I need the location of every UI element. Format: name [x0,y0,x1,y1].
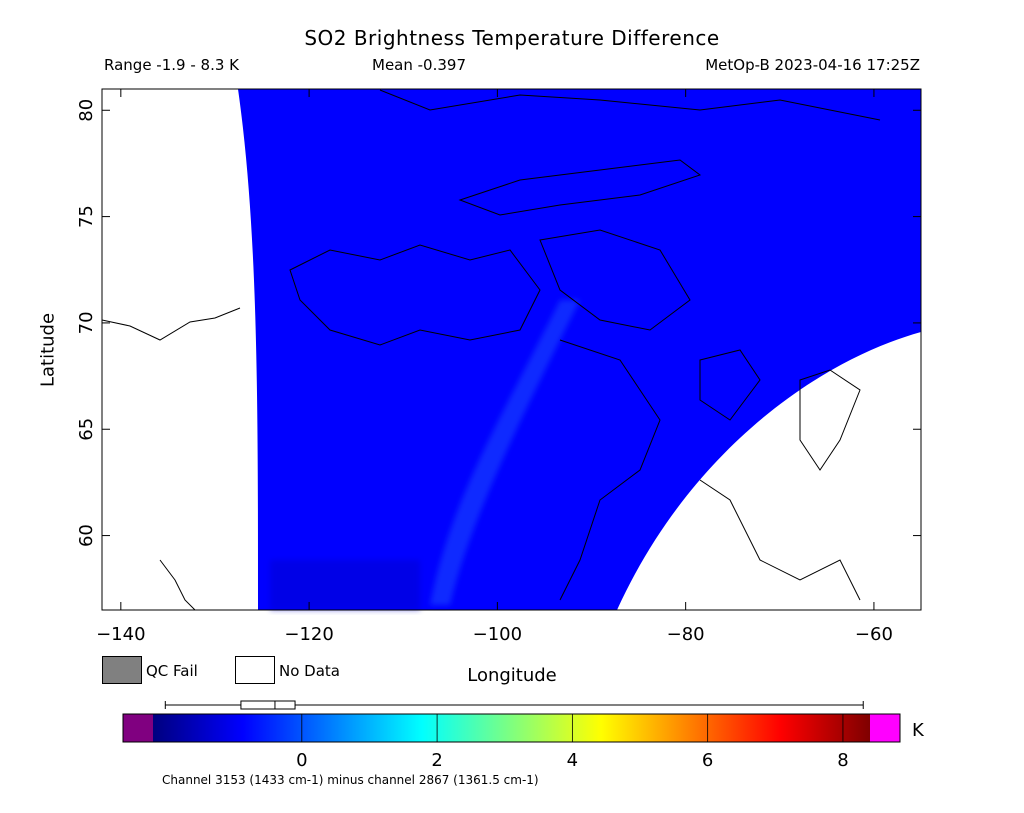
qc-fail-swatch [102,656,142,684]
y-tick-label: 80 [76,99,97,122]
coastline-path [102,307,241,341]
x-tick-label: −140 [96,624,145,645]
colorbar-tick-label: 4 [567,750,578,771]
colorbar-tick-label: 8 [837,750,848,771]
colorbar-under [123,714,153,742]
coastline-path [559,339,661,601]
swath-streak [430,300,580,605]
colorbar-frame [122,713,901,743]
swath-shade [270,560,420,610]
coastline-path [539,229,691,331]
qc-fail-label: QC Fail [146,662,198,680]
colorbar-over [870,714,900,742]
colorbar-tick-label: 6 [702,750,713,771]
coastlines [102,89,881,610]
coastline-path [289,244,541,346]
chart-title: SO2 Brightness Temperature Difference [304,26,720,50]
colorbar-tick-label: 2 [431,750,442,771]
y-axis-label: Latitude [37,312,59,388]
coastline-path [458,159,702,216]
y-tick-label: 60 [76,524,97,547]
no-data-label: No Data [279,662,340,680]
x-tick-label: −80 [667,624,705,645]
coastline-path [159,559,196,610]
range-label: Range -1.9 - 8.3 K [104,56,239,74]
y-tick-label: 75 [76,205,97,228]
satellite-time-label: MetOp-B 2023-04-16 17:25Z [705,56,920,74]
data-swath [238,89,921,610]
colorbar-tick-label: 0 [296,750,307,771]
coastline-path [379,89,881,121]
coastline-path [799,369,861,471]
mean-label: Mean -0.397 [372,56,466,74]
x-axis-label: Longitude [467,665,557,686]
x-tick-label: −100 [473,624,522,645]
y-tick-label: 70 [76,311,97,334]
plot-frame [101,88,922,611]
y-tick-label: 65 [76,418,97,441]
colorbar-unit: K [912,720,924,741]
coastline-path [699,349,761,421]
channel-footnote: Channel 3153 (1433 cm-1) minus channel 2… [162,773,539,787]
no-data-swatch [235,656,275,684]
coastline-path [699,479,861,601]
colorbar-gradient [153,714,870,742]
x-tick-label: −60 [855,624,893,645]
range-box [240,700,296,710]
x-tick-label: −120 [284,624,333,645]
